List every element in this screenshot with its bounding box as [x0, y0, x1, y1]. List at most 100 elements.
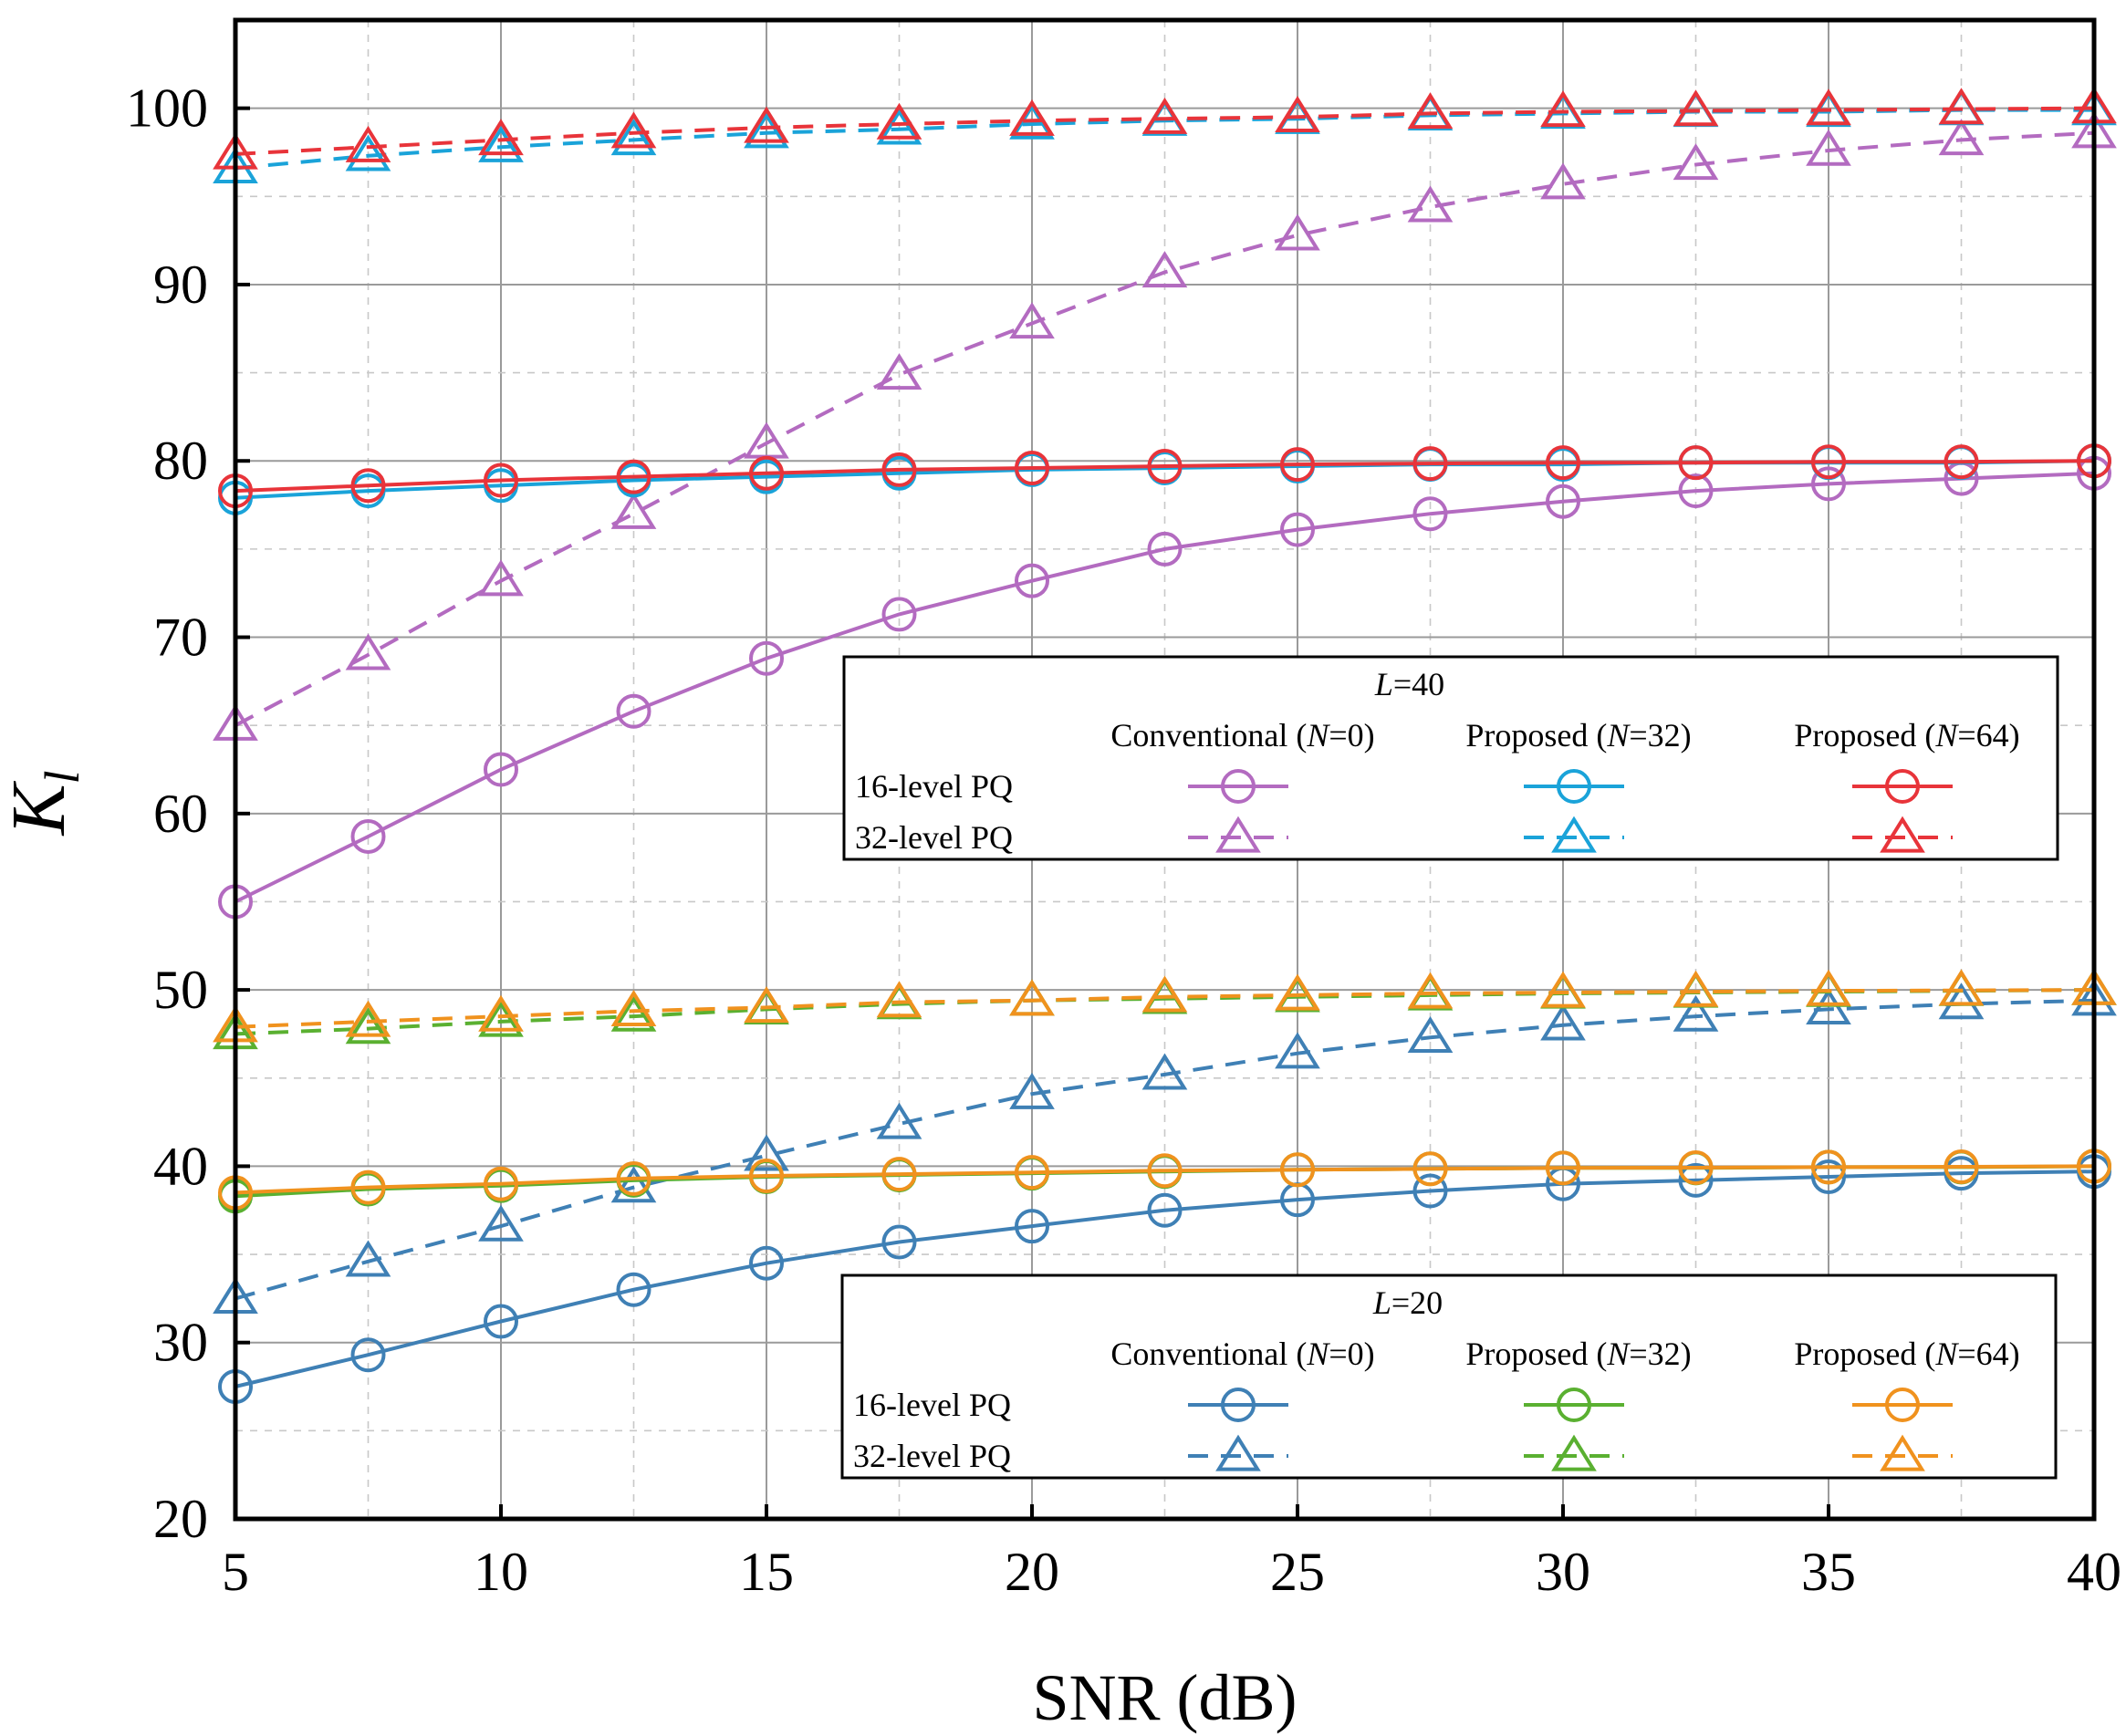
data-point	[478, 119, 524, 156]
x-tick-label: 10	[474, 1542, 528, 1602]
data-point	[350, 1169, 386, 1205]
legend-swatch-marker	[1557, 769, 1591, 804]
x-axis-title: SNR (dB)	[1032, 1661, 1297, 1734]
y-tick-label: 70	[153, 608, 208, 668]
data-point	[1407, 972, 1454, 1009]
data-point	[1280, 512, 1315, 547]
x-tick-label: 30	[1536, 1542, 1590, 1602]
legend-column-header: Proposed (N=32)	[1465, 717, 1691, 754]
legend-column-part: N	[1606, 717, 1631, 754]
legend-swatch-marker	[1215, 1434, 1261, 1471]
legend-row-label: 16-level PQ	[853, 1387, 1011, 1423]
data-point	[1412, 446, 1448, 482]
y-axis-title-subscript: l	[35, 770, 89, 784]
data-point	[876, 102, 922, 140]
legend-column-part: N	[1934, 717, 1959, 754]
series-line	[234, 459, 2095, 494]
data-point	[1546, 483, 1580, 519]
data-point	[1412, 1173, 1448, 1209]
data-point	[1141, 1053, 1188, 1090]
data-point	[876, 981, 922, 1018]
data-point	[1147, 449, 1183, 484]
data-point	[749, 455, 784, 491]
series-line	[234, 106, 2095, 156]
legend-header-rest: =20	[1391, 1284, 1443, 1321]
legend-swatch-marker	[1885, 1388, 1920, 1422]
data-point	[1540, 90, 1586, 128]
data-point	[345, 633, 391, 670]
data-point	[749, 640, 784, 676]
data-point	[1275, 95, 1320, 132]
data-point	[744, 986, 789, 1024]
data-point	[1275, 973, 1320, 1011]
legend-column-part: Proposed (	[1794, 717, 1935, 754]
data-point	[1147, 1192, 1183, 1228]
data-point	[1811, 1159, 1846, 1195]
data-point	[1944, 444, 1979, 480]
data-point	[1806, 988, 1851, 1025]
legend-swatch-marker	[1880, 1434, 1925, 1471]
legend-column-part: N	[1306, 1336, 1330, 1372]
legend-column-header: Proposed (N=64)	[1794, 717, 2019, 754]
legend-column-header: Conventional (N=0)	[1110, 717, 1374, 754]
x-tick-label: 40	[2067, 1542, 2121, 1602]
legend-row-label: 32-level PQ	[853, 1438, 1011, 1474]
data-point	[1678, 445, 1714, 481]
data-point	[1806, 969, 1851, 1006]
data-point	[1673, 143, 1719, 181]
data-point	[1407, 1015, 1454, 1053]
data-point	[478, 1204, 524, 1242]
legend-row-label: 32-level PQ	[855, 819, 1013, 856]
series-line	[234, 988, 2095, 1029]
data-point	[484, 752, 518, 787]
legend-header: L=20	[1372, 1284, 1443, 1321]
data-point	[881, 1157, 917, 1192]
data-point	[744, 106, 789, 143]
data-point	[345, 1000, 391, 1037]
data-point	[1811, 1149, 1846, 1185]
legend-column-part: Proposed (	[1465, 1336, 1607, 1372]
data-point	[1546, 1150, 1580, 1186]
data-point	[345, 1240, 391, 1277]
data-point	[350, 468, 386, 504]
legend-column-part: =0)	[1329, 1336, 1374, 1372]
x-tick-label: 5	[222, 1542, 249, 1602]
data-point	[881, 597, 917, 632]
data-point	[876, 353, 922, 390]
data-point	[881, 1224, 917, 1260]
data-point	[1673, 970, 1719, 1007]
data-point	[1147, 1153, 1183, 1189]
y-tick-label: 100	[126, 78, 208, 139]
data-point	[478, 559, 524, 597]
legend-header-italic: L	[1374, 666, 1393, 702]
series-layer	[213, 87, 2117, 1405]
legend-header: L=40	[1374, 666, 1444, 702]
data-point	[876, 1102, 922, 1139]
y-axis-title-main: K	[0, 781, 81, 837]
legend-column-part: =0)	[1329, 717, 1374, 754]
data-point	[616, 1160, 651, 1196]
legend-swatch-marker	[1885, 769, 1920, 804]
data-point	[1673, 994, 1719, 1032]
data-point	[1938, 982, 1985, 1020]
legend-column-header: Proposed (N=32)	[1465, 1336, 1691, 1372]
data-point	[610, 1166, 657, 1203]
data-point	[484, 463, 518, 498]
legend-row-label: 16-level PQ	[855, 768, 1013, 805]
data-point	[1938, 119, 1985, 156]
y-tick-label: 50	[153, 960, 208, 1020]
legend-swatch-marker	[1880, 816, 1925, 853]
legend-column-part: =64)	[1957, 717, 2019, 754]
data-point	[1015, 1209, 1049, 1244]
legend-swatch-marker	[1221, 769, 1256, 804]
legend-column-part: =32)	[1629, 717, 1691, 754]
series-line	[234, 1169, 2095, 1388]
series-line	[234, 1164, 2095, 1195]
legend-box	[842, 655, 2059, 861]
data-point	[881, 452, 917, 487]
legend-column-part: =64)	[1957, 1336, 2019, 1372]
data-point	[1009, 302, 1055, 339]
legend-swatch-marker	[1551, 1434, 1597, 1471]
y-tick-label: 80	[153, 431, 208, 491]
